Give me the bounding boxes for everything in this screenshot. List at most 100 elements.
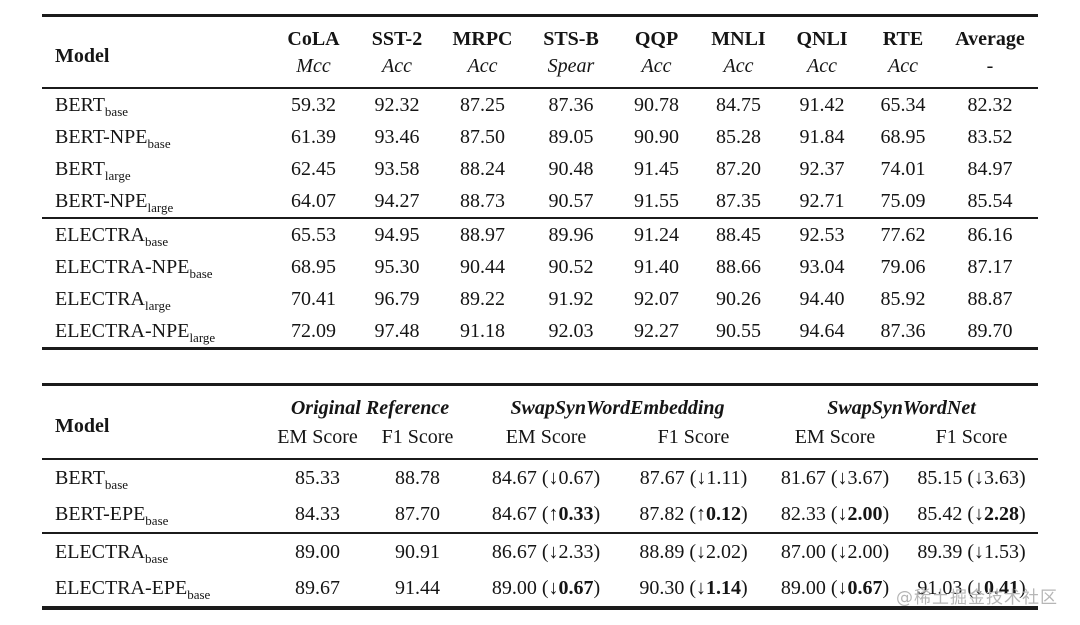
cell: 87.36 <box>880 319 926 342</box>
cell: 90.57 <box>548 189 594 212</box>
metric-acc: Acc <box>616 53 697 89</box>
delta-open-arrow: (↓ <box>962 540 984 563</box>
model-name: BERT-NPEbase <box>55 125 171 151</box>
delta-value: 0.67 <box>558 576 594 599</box>
cell: 87.17 <box>967 255 1013 278</box>
cell: 68.95 <box>880 125 926 148</box>
cell: 75.09 <box>880 189 926 212</box>
cell: 84.75 <box>716 93 761 116</box>
delta-value: 1.11 <box>706 466 741 489</box>
model-name: BERT-EPEbase <box>55 502 169 528</box>
cell: 88.78 <box>395 466 440 489</box>
col-header-mrpc: MRPC <box>452 28 513 50</box>
model-name: ELECTRA-NPEbase <box>55 255 213 281</box>
cell-with-delta: 89.00 (↓0.67) <box>780 576 890 599</box>
cell: 95.30 <box>374 255 420 278</box>
cell: 88.24 <box>460 157 505 180</box>
model-column-header: Model <box>42 15 272 89</box>
col-header-cola: CoLA <box>287 28 340 50</box>
cell: 89.96 <box>526 217 616 251</box>
cell: 89.00 <box>270 532 365 570</box>
header-score-row: EM Score F1 Score EM Score F1 Score EM S… <box>42 423 1039 460</box>
delta-value: 2.28 <box>984 502 1019 525</box>
table-row: BERT-NPEbase 61.39 93.46 87.50 89.05 90.… <box>42 121 1038 153</box>
table-row: BERT-NPElarge 64.07 94.27 88.73 90.57 91… <box>42 185 1038 218</box>
delta-open-arrow: (↓ <box>825 540 848 563</box>
delta-value: 3.63 <box>984 466 1019 489</box>
cell: 87.35 <box>716 189 761 212</box>
table-row: ELECTRA-NPElarge 72.09 97.48 91.18 92.03… <box>42 315 1038 349</box>
table-row: ELECTRAlarge 70.41 96.79 89.22 91.92 92.… <box>42 283 1038 315</box>
model-name: ELECTRA-EPEbase <box>55 576 211 602</box>
group-header-swapsynwordnet: SwapSynWordNet <box>827 397 976 419</box>
cell: 88.87 <box>967 287 1013 310</box>
delta-value: 2.00 <box>847 540 883 563</box>
model-name: ELECTRAbase <box>42 532 270 570</box>
delta-open-arrow: (↓ <box>825 576 848 599</box>
cell: 91.18 <box>460 319 505 342</box>
cell: 94.95 <box>355 217 439 251</box>
cell: 70.41 <box>291 287 336 310</box>
cell: 87.50 <box>460 125 505 148</box>
metric-acc: Acc <box>439 53 526 89</box>
cell: 89.05 <box>548 125 594 148</box>
cell: 85.28 <box>716 125 761 148</box>
cell: 96.79 <box>374 287 420 310</box>
cell: 92.71 <box>799 189 845 212</box>
cell: 94.40 <box>799 287 845 310</box>
cell-with-delta: 89.00 (↓0.67) <box>491 576 601 599</box>
cell: 97.48 <box>374 319 420 342</box>
delta-value: 1.53 <box>984 540 1019 563</box>
delta-value: 3.67 <box>847 466 883 489</box>
model-name: BERTbase <box>55 93 129 119</box>
col-header-mnli: MNLI <box>711 28 766 50</box>
cell: 89.22 <box>460 287 505 310</box>
cell: 86.16 <box>942 217 1038 251</box>
cell: 93.46 <box>374 125 420 148</box>
cell: 92.27 <box>634 319 679 342</box>
cell-with-delta: 86.67 (↓2.33) <box>470 532 622 570</box>
cell: 92.32 <box>374 93 420 116</box>
cell: 72.09 <box>291 319 336 342</box>
table-row: BERTbase 85.33 88.78 84.67 (↓0.67) 87.67… <box>42 459 1038 496</box>
subheader-em-score: EM Score <box>765 423 905 460</box>
cell-with-delta: 87.82 (↑0.12) <box>639 502 748 525</box>
cell-with-delta: 88.89 (↓2.02) <box>622 532 765 570</box>
cell: 74.01 <box>880 157 926 180</box>
cell: 90.91 <box>365 532 470 570</box>
metric-acc: Acc <box>864 53 942 89</box>
delta-open-arrow: (↓ <box>962 576 984 599</box>
cell-with-delta: 91.03 (↓0.41) <box>917 576 1026 599</box>
cell: 68.95 <box>291 255 336 278</box>
delta-open-arrow: (↑ <box>536 502 559 525</box>
group-header-original-reference: Original Reference <box>290 397 450 419</box>
col-header-rte: RTE <box>882 28 924 50</box>
cell: 65.34 <box>880 93 926 116</box>
metric-acc: Acc <box>697 53 780 89</box>
cell: 88.66 <box>716 255 761 278</box>
cell: 90.55 <box>716 319 761 342</box>
cell: 87.36 <box>548 93 594 116</box>
cell: 84.33 <box>295 502 340 525</box>
delta-open-arrow: (↓ <box>536 540 559 563</box>
cell: 91.44 <box>395 576 440 599</box>
cell: 83.52 <box>967 125 1013 148</box>
cell-with-delta: 90.30 (↓1.14) <box>639 576 748 599</box>
delta-open-arrow: (↓ <box>536 466 559 489</box>
delta-value: 2.02 <box>706 540 741 563</box>
model-name: BERT-NPElarge <box>55 189 174 215</box>
delta-value: 0.41 <box>984 576 1019 599</box>
group-header-swapsynwordembedding: SwapSynWordEmbedding <box>510 397 725 419</box>
cell-with-delta: 81.67 (↓3.67) <box>780 466 890 489</box>
cell: 79.06 <box>880 255 926 278</box>
cell: 85.92 <box>880 287 926 310</box>
cell: 88.45 <box>697 217 780 251</box>
delta-open-arrow: (↓ <box>684 540 706 563</box>
cell: 90.52 <box>548 255 594 278</box>
cell: 90.26 <box>716 287 761 310</box>
delta-open-arrow: (↓ <box>684 466 707 489</box>
cell: 90.48 <box>548 157 594 180</box>
delta-value: 2.33 <box>558 540 594 563</box>
cell: 91.42 <box>799 93 845 116</box>
cell-with-delta: 84.67 (↓0.67) <box>491 466 601 489</box>
